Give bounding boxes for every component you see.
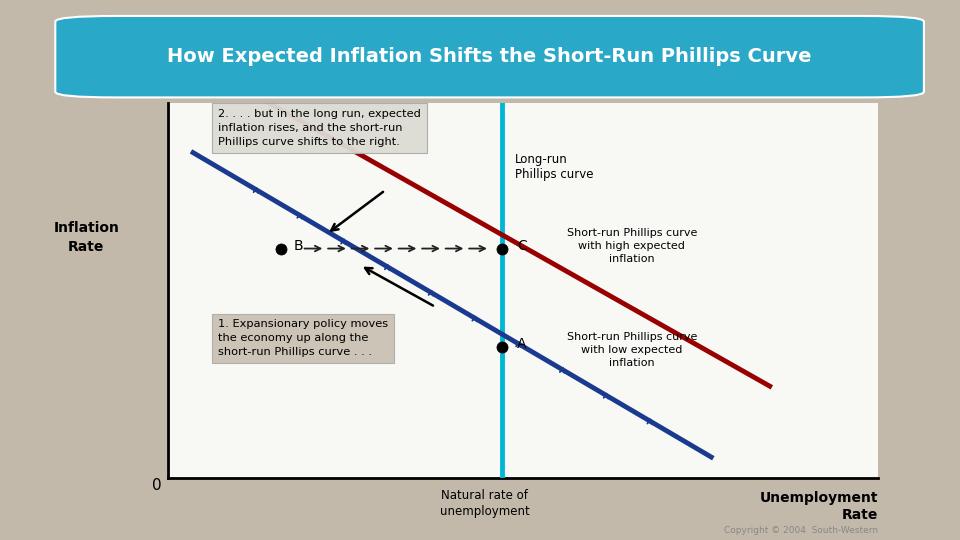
Text: A: A	[517, 338, 527, 352]
Text: Long-run
Phillips curve: Long-run Phillips curve	[515, 153, 593, 181]
Text: 1. Expansionary policy moves
the economy up along the
short-run Phillips curve .: 1. Expansionary policy moves the economy…	[218, 320, 388, 357]
FancyBboxPatch shape	[56, 16, 924, 97]
Text: 0: 0	[152, 478, 161, 493]
Text: Natural rate of
unemployment: Natural rate of unemployment	[440, 489, 530, 518]
Text: C: C	[517, 239, 527, 253]
Text: Short-run Phillips curve
with high expected
inflation: Short-run Phillips curve with high expec…	[566, 228, 697, 264]
Text: Unemployment
Rate: Unemployment Rate	[760, 491, 878, 522]
Text: 2. . . . but in the long run, expected
inflation rises, and the short-run
Philli: 2. . . . but in the long run, expected i…	[218, 109, 421, 147]
Text: Copyright © 2004  South-Western: Copyright © 2004 South-Western	[724, 525, 878, 535]
Text: How Expected Inflation Shifts the Short-Run Phillips Curve: How Expected Inflation Shifts the Short-…	[167, 47, 812, 66]
Text: Short-run Phillips curve
with low expected
inflation: Short-run Phillips curve with low expect…	[566, 332, 697, 368]
Text: B: B	[294, 239, 303, 253]
Text: Inflation
Rate: Inflation Rate	[54, 221, 119, 254]
